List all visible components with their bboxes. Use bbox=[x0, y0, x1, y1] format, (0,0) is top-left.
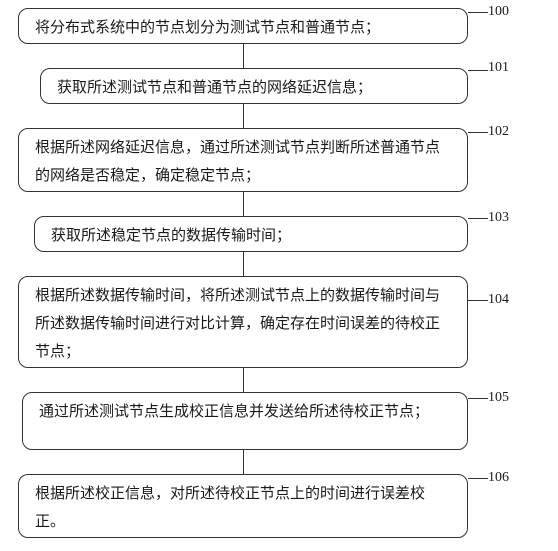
flow-step-102: 根据所述网络延迟信息，通过所述测试节点判断所述普通节点的网络是否稳定，确定稳定节… bbox=[18, 128, 468, 192]
step-number-102: 102 bbox=[488, 124, 509, 140]
step-number-106: 106 bbox=[488, 470, 509, 486]
flow-step-105: 通过所述测试节点生成校正信息并发送给所述待校正节点； bbox=[22, 392, 468, 450]
connector-2 bbox=[243, 192, 244, 216]
flow-step-text: 根据所述数据传输时间，将所述测试节点上的数据传输时间与所述数据传输时间进行对比计… bbox=[35, 288, 440, 360]
connector-4 bbox=[243, 368, 244, 392]
flow-step-text: 通过所述测试节点生成校正信息并发送给所述待校正节点； bbox=[39, 404, 429, 420]
flow-step-106: 根据所述校正信息，对所述待校正节点上的时间进行误差校正。 bbox=[18, 474, 468, 538]
connector-0 bbox=[243, 44, 244, 68]
flow-step-text: 获取所述稳定节点的数据传输时间； bbox=[51, 228, 291, 244]
leader-5 bbox=[468, 398, 488, 399]
step-number-105: 105 bbox=[488, 390, 509, 406]
leader-2 bbox=[468, 132, 488, 133]
flow-step-text: 获取所述测试节点和普通节点的网络延迟信息； bbox=[57, 80, 372, 96]
connector-5 bbox=[243, 450, 244, 474]
step-number-104: 104 bbox=[488, 292, 509, 308]
flow-step-100: 将分布式系统中的节点划分为测试节点和普通节点； bbox=[18, 8, 468, 44]
leader-4 bbox=[468, 300, 488, 301]
step-number-101: 101 bbox=[488, 60, 509, 76]
flow-step-text: 根据所述网络延迟信息，通过所述测试节点判断所述普通节点的网络是否稳定，确定稳定节… bbox=[35, 140, 440, 184]
leader-1 bbox=[468, 70, 488, 71]
flow-step-101: 获取所述测试节点和普通节点的网络延迟信息； bbox=[40, 68, 468, 104]
leader-6 bbox=[468, 478, 488, 479]
step-number-100: 100 bbox=[488, 4, 509, 20]
flowchart-root: { "canvas": { "width": 558, "height": 55… bbox=[0, 0, 558, 551]
flow-step-103: 获取所述稳定节点的数据传输时间； bbox=[34, 216, 468, 252]
step-number-103: 103 bbox=[488, 210, 509, 226]
flow-step-text: 将分布式系统中的节点划分为测试节点和普通节点； bbox=[35, 20, 380, 36]
connector-3 bbox=[243, 252, 244, 276]
flow-step-104: 根据所述数据传输时间，将所述测试节点上的数据传输时间与所述数据传输时间进行对比计… bbox=[18, 276, 468, 368]
connector-1 bbox=[243, 104, 244, 128]
leader-0 bbox=[468, 12, 488, 13]
leader-3 bbox=[468, 218, 488, 219]
flow-step-text: 根据所述校正信息，对所述待校正节点上的时间进行误差校正。 bbox=[35, 486, 425, 530]
